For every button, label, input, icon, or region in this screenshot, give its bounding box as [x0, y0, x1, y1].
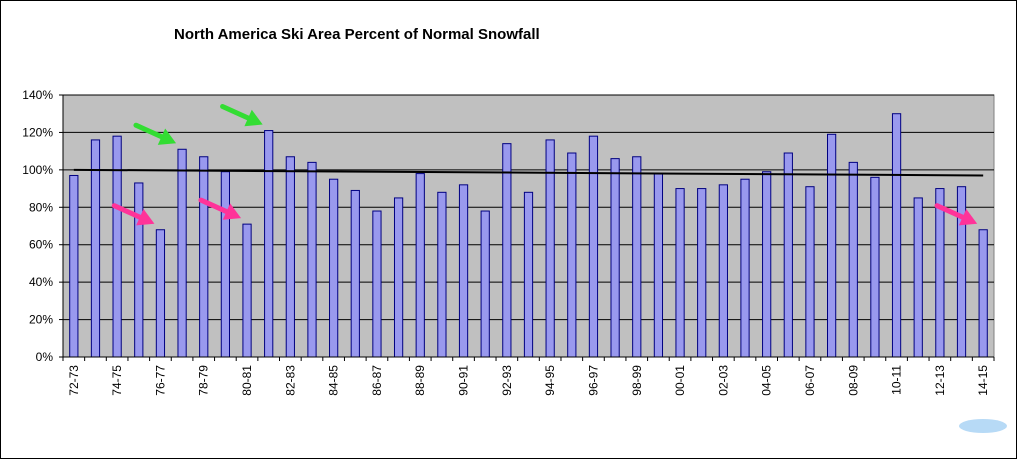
- y-tick-label: 60%: [29, 238, 53, 252]
- bar: [891, 113, 902, 358]
- bar: [870, 176, 880, 358]
- chart-title: North America Ski Area Percent of Normal…: [174, 26, 540, 43]
- bar: [697, 188, 707, 358]
- bar: [220, 171, 230, 358]
- trendline: [73, 168, 984, 177]
- x-tick-label: 88-89: [413, 365, 427, 396]
- bar: [458, 184, 469, 358]
- bar: [502, 143, 512, 358]
- bar: [264, 130, 274, 358]
- bar: [848, 161, 858, 358]
- annotation-arrow: [198, 197, 242, 220]
- bar: [610, 158, 620, 358]
- bar: [415, 173, 425, 358]
- bar: [242, 223, 252, 358]
- bar: [783, 152, 793, 358]
- x-tick-label: 74-75: [110, 365, 124, 396]
- bar: [372, 210, 382, 358]
- bar: [90, 139, 101, 358]
- bar: [437, 191, 447, 358]
- bar: [199, 156, 209, 358]
- y-tick-label: 80%: [29, 200, 53, 214]
- x-tick-label: 90-91: [457, 365, 471, 396]
- bar: [134, 182, 144, 358]
- y-tick-label: 0%: [36, 350, 54, 364]
- bar: [393, 197, 404, 358]
- x-tick-label: 94-95: [543, 365, 557, 396]
- bar: [69, 174, 79, 358]
- annotation-arrow: [133, 122, 177, 145]
- bar: [632, 156, 642, 358]
- x-tick-label: 14-15: [976, 365, 990, 396]
- bar: [827, 133, 837, 358]
- bar: [718, 184, 728, 358]
- y-tick-label: 100%: [22, 163, 53, 177]
- x-tick-label: 78-79: [197, 365, 211, 396]
- bar: [762, 171, 772, 358]
- y-tick-label: 120%: [22, 125, 53, 139]
- bar: [567, 152, 577, 358]
- bar: [177, 148, 187, 358]
- bar: [350, 189, 360, 358]
- y-tick-label: 40%: [29, 275, 53, 289]
- bar: [588, 135, 599, 358]
- x-tick-label: 02-03: [716, 365, 730, 396]
- x-tick-label: 08-09: [846, 365, 860, 396]
- x-tick-label: 00-01: [673, 365, 687, 396]
- bar: [978, 229, 988, 358]
- annotation-arrow: [111, 203, 155, 226]
- annotation-arrow: [220, 104, 263, 127]
- bar: [675, 188, 685, 358]
- x-tick-label: 12-13: [933, 365, 947, 396]
- bar: [653, 173, 664, 358]
- bar: [285, 156, 295, 358]
- bar: [740, 178, 750, 358]
- watermark-blob: [959, 419, 1007, 433]
- y-tick-label: 140%: [22, 88, 53, 102]
- x-tick-label: 76-77: [153, 365, 167, 396]
- bar: [155, 229, 166, 358]
- x-tick-label: 72-73: [67, 365, 81, 396]
- annotation-arrow: [934, 203, 978, 226]
- x-tick-label: 98-99: [630, 365, 644, 396]
- x-tick-label: 10-11: [890, 365, 904, 395]
- y-tick-label: 20%: [29, 313, 53, 327]
- bar: [913, 197, 923, 358]
- bar: [935, 188, 945, 358]
- x-tick-label: 86-87: [370, 365, 384, 396]
- x-tick-label: 96-97: [586, 365, 600, 396]
- x-tick-label: 04-05: [760, 365, 774, 396]
- x-tick-label: 06-07: [803, 365, 817, 396]
- bar: [523, 191, 534, 358]
- bar: [956, 186, 967, 358]
- x-tick-label: 82-83: [283, 365, 297, 396]
- x-tick-label: 84-85: [327, 365, 341, 396]
- bar: [329, 178, 339, 358]
- bar: [307, 161, 317, 358]
- x-tick-label: 92-93: [500, 365, 514, 396]
- bar: [805, 186, 815, 358]
- x-tick-label: 80-81: [240, 365, 254, 396]
- bar: [480, 210, 490, 358]
